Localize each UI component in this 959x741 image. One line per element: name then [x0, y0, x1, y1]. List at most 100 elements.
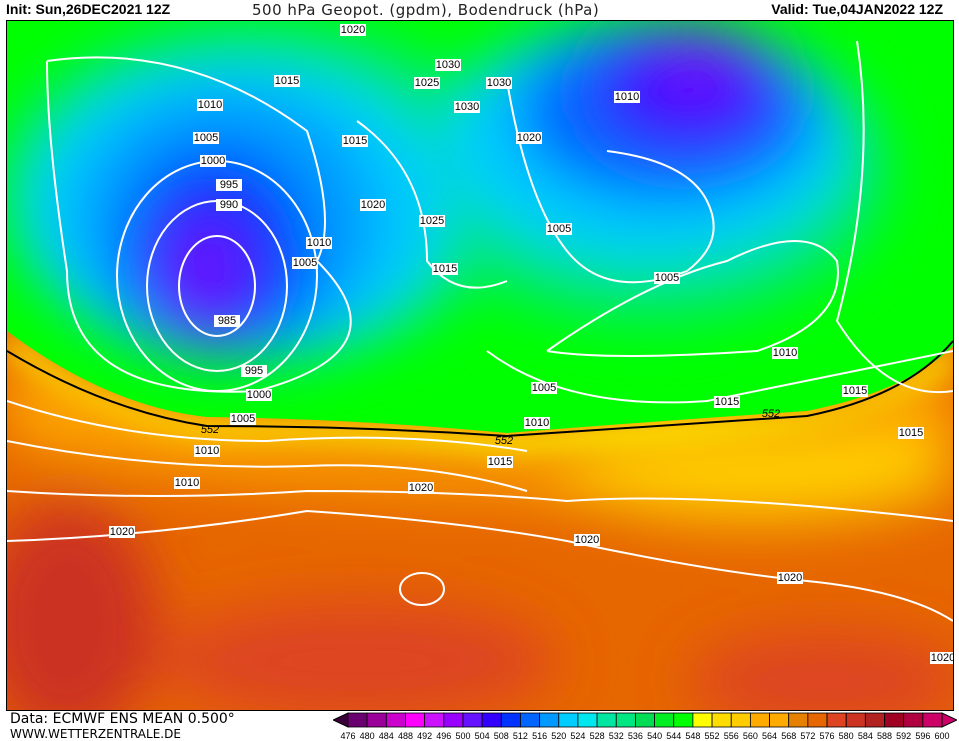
colorbar-box	[845, 712, 866, 728]
colorbar-box	[673, 712, 694, 728]
colorbar-box	[443, 712, 464, 728]
isobar-label-bg	[292, 257, 318, 269]
isobar-label-bg	[306, 237, 332, 249]
colorbar-box	[520, 712, 541, 728]
isobar-label: 1005	[293, 257, 317, 269]
isobar-label-bg	[214, 315, 240, 327]
isobar-label: 1020	[517, 132, 541, 144]
isobar-label: 1020	[575, 534, 599, 546]
colorbar-label: 492	[417, 731, 432, 741]
colorbar-box	[654, 712, 675, 728]
isobar-label-bg	[546, 223, 572, 235]
isobar-label: 985	[218, 315, 236, 327]
colorbar-box	[749, 712, 770, 728]
colorbar-label: 520	[551, 731, 566, 741]
isobar-label-bg	[531, 382, 557, 394]
isobar-label: 1005	[194, 132, 218, 144]
contour-label: 552	[201, 424, 219, 436]
isobar-label-bg	[898, 427, 924, 439]
colorbar-box	[385, 712, 406, 728]
colorbar-label: 516	[532, 731, 547, 741]
isobar-label: 1005	[532, 382, 556, 394]
colorbar-box	[788, 712, 809, 728]
isobar-label-bg	[454, 101, 480, 113]
isobar-label-bg	[197, 99, 223, 111]
colorbar-box	[366, 712, 387, 728]
colorbar-box	[596, 712, 617, 728]
colorbar-label: 532	[609, 731, 624, 741]
colorbar-label: 540	[647, 731, 662, 741]
colorbar-label: 504	[475, 731, 490, 741]
isobar-label-bg	[216, 179, 242, 191]
isobar-label-bg	[340, 24, 366, 36]
isobar-label-bg	[230, 413, 256, 425]
colorbar-label: 568	[781, 731, 796, 741]
colorbar-label: 480	[360, 731, 375, 741]
colorbar-label: 500	[455, 731, 470, 741]
isobar-label-bg	[524, 417, 550, 429]
isobar-label: 1025	[420, 215, 444, 227]
isobar-label-bg	[194, 445, 220, 457]
colorbar-box	[500, 712, 521, 728]
colorbar-box	[405, 712, 426, 728]
isobar-label-bg	[342, 135, 368, 147]
contour-label: 552	[762, 408, 780, 420]
isobar-label-bg	[930, 652, 953, 664]
colorbar-label: 584	[858, 731, 873, 741]
isobar-labels: 1020 1030 1025 1030 1015 1010 1030 1005 1015 1020…	[109, 24, 954, 664]
colorbar-box	[558, 712, 579, 728]
isobar-label: 1015	[343, 135, 367, 147]
isobar-label: 990	[220, 199, 238, 211]
isobar-label-bg	[714, 396, 740, 408]
isobar-label-bg	[200, 155, 226, 167]
isobar-label: 1005	[231, 413, 255, 425]
isobar-label-bg	[408, 482, 434, 494]
isobar-label-bg	[435, 59, 461, 71]
colorbar-label: 528	[590, 731, 605, 741]
colorbar-box	[577, 712, 598, 728]
colorbar-label: 496	[436, 731, 451, 741]
isobar-label-bg	[216, 199, 242, 211]
isobar-label-bg	[516, 132, 542, 144]
isobar-label-bg	[486, 77, 512, 89]
isobar-label: 1020	[931, 652, 954, 664]
isobar-label: 1020	[778, 572, 802, 584]
isobar-label-bg	[842, 385, 868, 397]
valid-time: Valid: Tue,04JAN2022 12Z	[771, 1, 943, 17]
colorbar-label: 580	[839, 731, 854, 741]
colorbar-box	[864, 712, 885, 728]
colorbar-box	[615, 712, 636, 728]
colorbar-label: 508	[494, 731, 509, 741]
contour-label: 552	[495, 435, 513, 447]
isobar-label: 1020	[110, 526, 134, 538]
colorbar-box	[903, 712, 924, 728]
isobar-label-bg	[432, 263, 458, 275]
colorbar-arrow-right	[941, 712, 957, 728]
isobar-label: 1005	[655, 272, 679, 284]
colorbar-arrow-left	[333, 712, 349, 728]
map-title: 500 hPa Geopot. (gpdm), Bodendruck (hPa)	[252, 1, 600, 19]
isobar-label-bg	[109, 526, 135, 538]
isobar-label: 1030	[436, 59, 460, 71]
colorbar-box	[462, 712, 483, 728]
isobar-label-bg	[193, 132, 219, 144]
isobar-label: 1025	[415, 77, 439, 89]
colorbar-label: 544	[666, 731, 681, 741]
isobar-label: 1010	[525, 417, 549, 429]
colorbar-box	[481, 712, 502, 728]
weather-map: 1020 1030 1025 1030 1015 1010 1030 1005 1015 1020…	[6, 20, 954, 711]
colorbar-label: 600	[934, 731, 949, 741]
isobar-label: 1000	[247, 389, 271, 401]
isobar-label-bg	[360, 199, 386, 211]
isobar-label: 1015	[899, 427, 923, 439]
colorbar-box	[884, 712, 905, 728]
colorbar-label: 556	[724, 731, 739, 741]
colorbar-label: 484	[379, 731, 394, 741]
header: Init: Sun,26DEC2021 12Z 500 hPa Geopot. …	[0, 0, 959, 20]
isobar-label-bg	[246, 389, 272, 401]
colorbar: 476 480 484 488 492 496 500 504 508 512 516 520 524 5…	[333, 712, 957, 741]
colorbar-box	[424, 712, 445, 728]
isobar-label: 1005	[547, 223, 571, 235]
isobar-label: 1020	[361, 199, 385, 211]
isobar-label: 1010	[195, 445, 219, 457]
